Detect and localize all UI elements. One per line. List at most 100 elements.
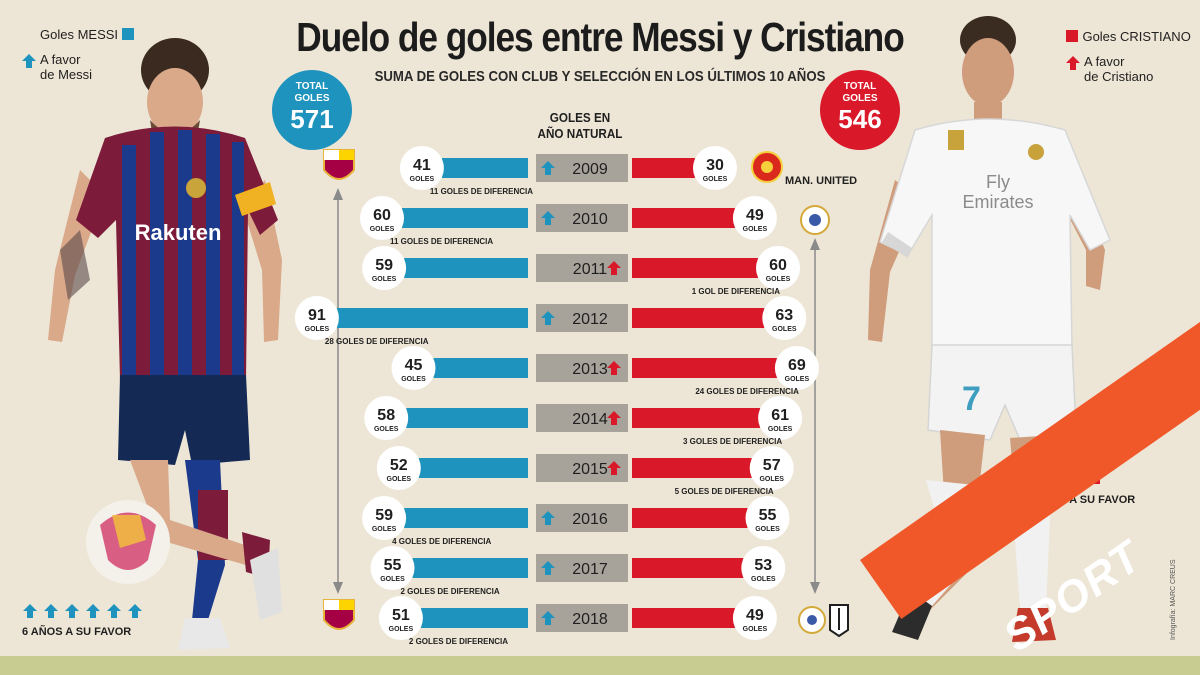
cristiano-value-circle: [749, 446, 794, 490]
year-label: 2016: [572, 511, 608, 528]
year-column-header-line2: AÑO NATURAL: [537, 126, 623, 141]
messi-unit-label: GOLES: [410, 176, 435, 183]
total-badge-cristiano: TOTAL GOLES 546: [820, 70, 900, 150]
cristiano-value-circle: [745, 496, 790, 540]
juventus-crest-icon: [829, 604, 849, 638]
cristiano-value-label: 61: [771, 407, 789, 424]
cristiano-unit-label: GOLES: [785, 376, 810, 383]
cristiano-shirt-sponsor-1: Fly: [986, 172, 1010, 192]
cristiano-unit-label: GOLES: [766, 276, 791, 283]
cristiano-value-circle: [741, 546, 786, 590]
cristiano-bar: [632, 408, 761, 428]
difference-label: 1 GOL DE DIFERENCIA: [692, 287, 781, 296]
cristiano-unit-label: GOLES: [772, 326, 797, 333]
messi-bar: [420, 608, 528, 628]
difference-label: 2 GOLES DE DIFERENCIA: [409, 637, 508, 646]
barcelona-crest-icon: [323, 599, 355, 630]
messi-value-label: 60: [373, 207, 391, 224]
cristiano-guide-arrow-top: [810, 238, 820, 250]
messi-bar: [336, 308, 528, 328]
cristiano-value-circle: [762, 296, 807, 340]
arrow-up-icon: [541, 561, 555, 575]
arrow-up-icon: [44, 604, 58, 618]
page-subtitle: SUMA DE GOLES CON CLUB Y SELECCIÓN EN LO…: [374, 68, 826, 85]
arrow-up-icon: [1066, 56, 1080, 70]
cristiano-value-label: 69: [788, 357, 806, 374]
messi-unit-label: GOLES: [305, 326, 330, 333]
messi-bar: [404, 508, 528, 528]
cristiano-guide-arrow-bottom: [810, 582, 820, 594]
messi-value-circle: [391, 346, 436, 390]
messi-unit-label: GOLES: [372, 276, 397, 283]
real-madrid-crest-icon: [800, 205, 830, 235]
arrow-up-icon: [607, 361, 621, 375]
legend-messi-favor-line1: A favor: [40, 52, 81, 67]
cristiano-value-circle: [756, 246, 800, 290]
messi-value-label: 51: [392, 607, 410, 624]
legend-messi-favor: A favor de Messi: [22, 52, 92, 82]
messi-years-label: 6 AÑOS A SU FAVOR: [22, 626, 132, 638]
arrow-up-icon: [541, 211, 555, 225]
cristiano-unit-label: GOLES: [751, 576, 776, 583]
cristiano-shirt-sponsor-2: Emirates: [962, 192, 1033, 212]
arrow-up-icon: [541, 161, 555, 175]
messi-value-circle: [360, 196, 404, 240]
arrow-up-icon: [541, 311, 555, 325]
messi-unit-label: GOLES: [387, 476, 412, 483]
cristiano-unit-label: GOLES: [768, 426, 793, 433]
cristiano-bar: [632, 308, 765, 328]
difference-label: 11 GOLES DE DIFERENCIA: [390, 237, 493, 246]
messi-value-circle: [362, 496, 407, 540]
total-value-messi: 571: [290, 104, 334, 134]
cristiano-bar: [632, 608, 735, 628]
messi-value-circle: [364, 396, 409, 440]
cristiano-bar: [632, 358, 777, 378]
man-united-label: MAN. UNITED: [785, 175, 857, 187]
messi-value-circle: [399, 146, 444, 190]
messi-bar: [412, 558, 528, 578]
messi-bar: [441, 158, 528, 178]
arrow-up-icon: [607, 261, 621, 275]
messi-unit-label: GOLES: [372, 526, 397, 533]
cristiano-value-label: 55: [759, 507, 777, 524]
cristiano-value-circle: [758, 396, 803, 440]
messi-unit-label: GOLES: [374, 426, 399, 433]
total-label-messi-1: TOTAL: [295, 81, 329, 92]
cristiano-unit-label: GOLES: [759, 476, 784, 483]
cristiano-shorts-number: 7: [962, 380, 981, 418]
cristiano-value-label: 30: [706, 157, 724, 174]
messi-value-label: 58: [377, 407, 395, 424]
messi-value-label: 55: [384, 557, 402, 574]
arrow-up-icon: [23, 604, 37, 618]
total-value-cristiano: 546: [838, 104, 882, 134]
year-label: 2018: [572, 611, 608, 628]
total-label-cristiano-2: GOLES: [842, 93, 878, 104]
arrow-up-icon: [541, 511, 555, 525]
messi-value-label: 59: [375, 507, 393, 524]
total-label-messi-2: GOLES: [294, 93, 330, 104]
messi-value-circle: [378, 596, 423, 640]
legend-messi-swatch: [122, 28, 135, 40]
legend-cristiano-swatch: [1066, 30, 1078, 42]
year-label: 2011: [573, 261, 608, 278]
messi-bar: [402, 208, 528, 228]
messi-unit-label: GOLES: [401, 376, 426, 383]
messi-value-circle: [362, 246, 407, 290]
messi-shirt-sponsor: Rakuten: [135, 220, 222, 245]
messi-value-circle: [294, 296, 339, 340]
year-label: 2014: [572, 411, 608, 428]
cristiano-bar: [632, 508, 748, 528]
arrow-up-icon: [65, 604, 79, 618]
cristiano-value-circle: [732, 196, 777, 240]
difference-label: 4 GOLES DE DIFERENCIA: [392, 537, 491, 546]
messi-favor-arrows: [23, 604, 142, 618]
credit-text: Infografía: MARC CREUS: [1170, 559, 1177, 640]
messi-unit-label: GOLES: [370, 226, 395, 233]
cristiano-unit-label: GOLES: [755, 526, 780, 533]
arrow-up-icon: [22, 54, 36, 68]
cristiano-value-circle: [693, 146, 737, 190]
messi-unit-label: GOLES: [380, 576, 405, 583]
messi-value-label: 45: [405, 357, 423, 374]
legend-cristiano: Goles CRISTIANO: [1066, 28, 1191, 46]
